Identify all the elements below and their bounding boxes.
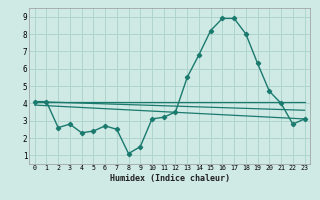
X-axis label: Humidex (Indice chaleur): Humidex (Indice chaleur) [109,174,229,183]
